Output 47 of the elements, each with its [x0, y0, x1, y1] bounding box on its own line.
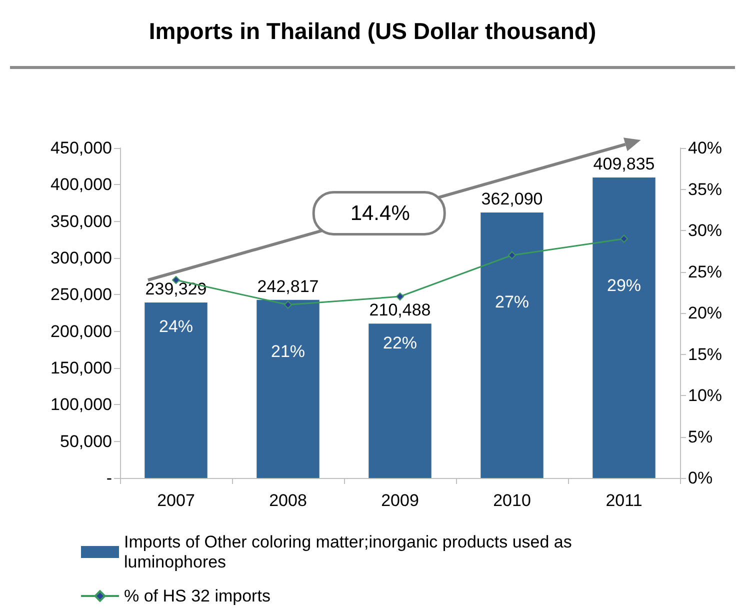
bar [368, 324, 432, 478]
x-tick-label: 2010 [493, 491, 531, 510]
x-tick-label: 2007 [157, 491, 195, 510]
point [396, 292, 404, 300]
y2-tick-label: 30% [688, 221, 722, 240]
data-label: 29% [606, 276, 642, 295]
y-tick-label: 300,000 [50, 248, 112, 268]
y2-tick-label: 35% [688, 180, 722, 199]
y-tick-label: 350,000 [50, 212, 112, 231]
x-tick-label: 2009 [381, 491, 419, 510]
data-label: 409,835 [593, 154, 655, 174]
bar [256, 300, 320, 478]
y-tick-label: 150,000 [50, 358, 112, 378]
legend-label: Imports of Other coloring matter;inorganic products used as luminophores [124, 532, 577, 572]
legend-label: % of HS 32 imports [124, 586, 270, 606]
y-tick-label: 400,000 [50, 175, 112, 194]
y-tick-label: 250,000 [50, 285, 112, 304]
y-tick-label: 100,000 [50, 395, 112, 414]
y2-tick-label: 10% [688, 386, 722, 405]
data-label: 239,329 [145, 279, 207, 298]
annotation: 14.4% [349, 202, 411, 226]
data-label: 24% [158, 317, 194, 336]
data-label: 27% [494, 292, 530, 312]
data-label: 22% [382, 334, 418, 352]
point [284, 300, 292, 309]
y-tick-label: 200,000 [50, 322, 112, 341]
y-tick-label: 450,000 [50, 138, 112, 158]
data-label: 362,090 [481, 189, 543, 208]
data-label: 210,488 [369, 300, 431, 320]
x-tick-label: 2008 [269, 491, 307, 510]
data-label: 242,817 [257, 276, 319, 296]
y-tick-label: - [106, 468, 112, 488]
chart-title: Imports in Thailand (US Dollar thousand) [148, 18, 598, 45]
x-tick-label: 2011 [606, 491, 642, 510]
y2-tick-label: 40% [688, 138, 722, 158]
y2-tick-label: 25% [688, 262, 722, 282]
bar [480, 212, 544, 478]
data-label: 21% [270, 342, 306, 361]
y2-tick-label: 5% [688, 427, 713, 446]
y2-tick-label: 15% [688, 344, 722, 364]
y2-tick-label: 0% [688, 468, 713, 488]
point [508, 251, 516, 260]
point [620, 234, 628, 243]
bar [592, 177, 656, 478]
y2-tick-label: 20% [688, 304, 722, 322]
bar [144, 302, 208, 478]
y-tick-label: 50,000 [60, 432, 112, 451]
